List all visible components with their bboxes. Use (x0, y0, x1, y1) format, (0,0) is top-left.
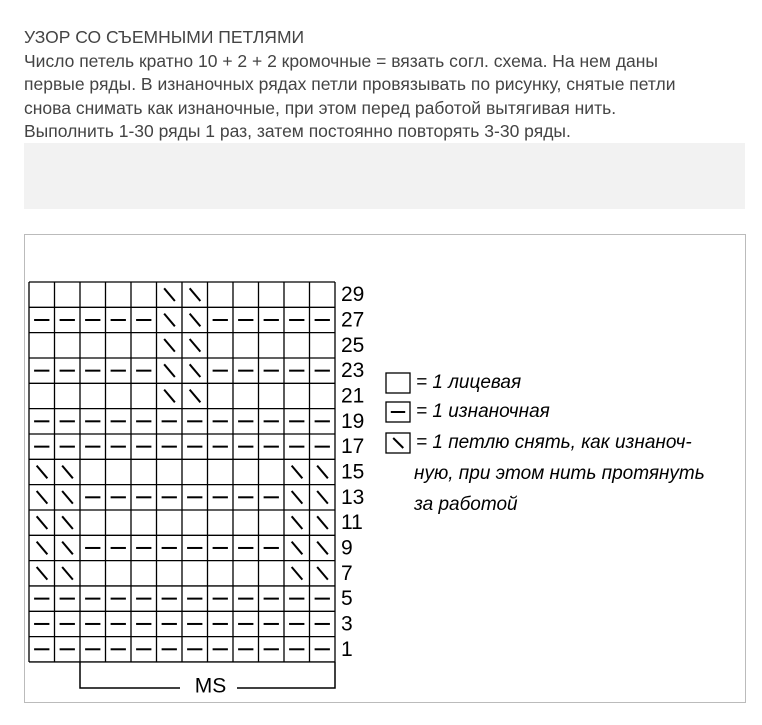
repeat-label: MS (195, 675, 227, 698)
legend-text: за работой (413, 494, 518, 515)
row-label: 13 (341, 486, 364, 509)
slip-mark (61, 515, 74, 530)
slip-mark (35, 490, 49, 505)
row-label: 3 (341, 613, 353, 636)
slip-mark (188, 389, 202, 403)
row-label: 23 (341, 359, 364, 382)
slip-mark (290, 515, 304, 530)
slip-mark (290, 490, 304, 505)
slip-mark (35, 515, 49, 530)
row-label: 15 (341, 461, 364, 484)
slip-mark (61, 464, 74, 479)
row-label: 5 (341, 587, 353, 610)
row-label: 1 (341, 638, 353, 661)
slip-mark (316, 515, 329, 530)
line: Выполнить 1-30 ряды 1 раз, затем постоян… (24, 121, 571, 141)
slip-mark (188, 313, 202, 327)
slip-mark (316, 490, 329, 505)
legend-box (385, 372, 411, 394)
row-label: 29 (341, 283, 364, 306)
row-label: 17 (341, 435, 364, 458)
slip-mark (35, 566, 49, 581)
frame (24, 234, 746, 703)
row-label: 27 (341, 309, 364, 332)
row-label: 19 (341, 410, 364, 433)
slip-mark (290, 566, 304, 581)
slip-mark (35, 464, 49, 479)
row-label: 11 (341, 511, 363, 534)
slip-mark (316, 464, 329, 479)
legend-text: = 1 петлю снять, как изнаноч- (416, 432, 692, 453)
slip-mark (61, 566, 74, 581)
slip-mark (163, 389, 176, 403)
legend-box (385, 401, 411, 423)
placeholder (24, 143, 745, 209)
legend-text: = 1 лицевая (416, 372, 521, 393)
slip-mark (188, 287, 202, 302)
legend-text: = 1 изнаночная (416, 401, 550, 422)
line: первые ряды. В изнаночных рядах петли пр… (24, 74, 676, 94)
slip-mark (290, 464, 304, 479)
line: снова снимать как изнаночные, при этом п… (24, 97, 617, 118)
slip-mark (163, 287, 176, 302)
slip-mark (188, 338, 202, 353)
slip-mark (188, 363, 202, 378)
title: УЗОР СО СЪЕМНЫМИ ПЕТЛЯМИ (24, 27, 305, 47)
slip-mark (316, 566, 329, 581)
slip-mark (392, 437, 404, 449)
slip-mark (290, 540, 304, 555)
slip-mark (316, 540, 329, 555)
legend-box (385, 432, 411, 454)
slip-mark (163, 363, 176, 378)
line: Число петель кратно 10 + 2 + 2 кромочные… (24, 50, 658, 71)
legend-text: ную, при этом нить протянуть (414, 463, 705, 484)
row-label: 9 (341, 537, 353, 560)
slip-mark (61, 540, 74, 555)
row-label: 7 (341, 562, 353, 585)
slip-mark (61, 490, 74, 505)
slip-mark (163, 313, 176, 327)
repeat-bracket (79, 661, 336, 689)
slip-mark (163, 338, 176, 353)
slip-mark (35, 540, 49, 555)
header: УЗОР СО СЪЕМНЫМИ ПЕТЛЯМИ Число петель кр… (24, 26, 754, 144)
row-label: 21 (341, 385, 364, 408)
row-label: 25 (341, 334, 364, 357)
